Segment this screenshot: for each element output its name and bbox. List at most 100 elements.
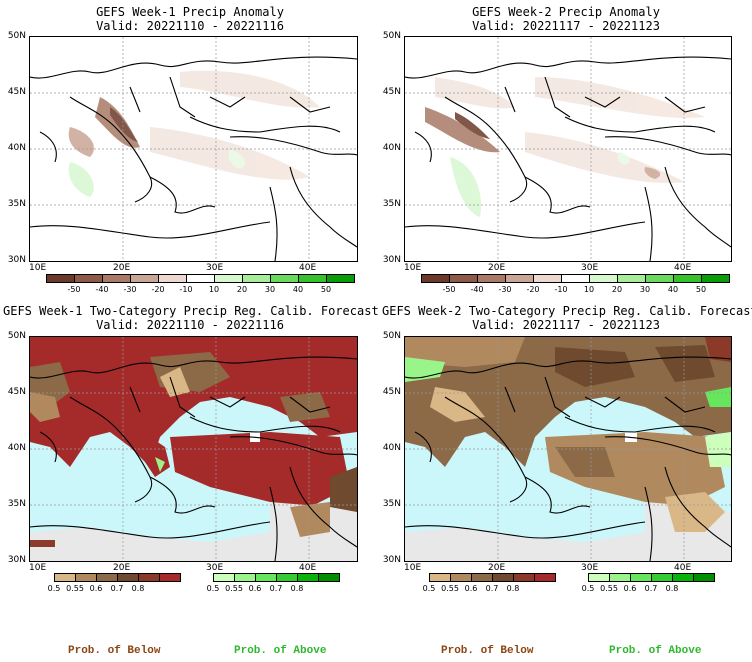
panel3-lon-20e: 20E: [113, 563, 131, 573]
anomaly-colorbar-swatch: [589, 274, 618, 283]
panel3-lat-40n: 40N: [7, 443, 26, 453]
prob-below-colorbar-tick: 0.5: [47, 584, 61, 593]
panel1-lon-10e: 10E: [29, 263, 47, 273]
anomaly-colorbar-swatch: [617, 274, 646, 283]
panel3-valid: Valid: 20221110 - 20221116: [96, 318, 284, 332]
panel2-lon-40e: 40E: [674, 263, 692, 273]
panel3-lat-50n: 50N: [7, 331, 26, 341]
prob-below-colorbar-tick: 0.8: [506, 584, 520, 593]
panel2-lat-50n: 50N: [382, 31, 401, 41]
prob-above-colorbar-swatch: [693, 573, 715, 582]
prob-below-colorbar-swatch: [471, 573, 493, 582]
anomaly-colorbar-swatch: [326, 274, 355, 283]
panel3-probability-map: [29, 336, 358, 562]
panel1-lon-20e: 20E: [113, 263, 131, 273]
prob-below-colorbar-tick: 0.6: [89, 584, 103, 593]
anomaly-colorbar-swatch: [477, 274, 506, 283]
prob-below-colorbar-swatch: [429, 573, 451, 582]
anomaly-colorbar-swatch: [130, 274, 159, 283]
prob-below-colorbar-swatch: [54, 573, 76, 582]
anomaly-colorbar-tick: -30: [498, 285, 512, 294]
anomaly-colorbar-swatch: [242, 274, 271, 283]
prob-below-colorbar-tick: 0.7: [110, 584, 124, 593]
anomaly-colorbar-swatch: [561, 274, 590, 283]
prob-above-colorbar-swatch: [276, 573, 298, 582]
panel3-lat-45n: 45N: [7, 387, 26, 397]
anomaly-colorbar-tick: 20: [611, 285, 623, 294]
anomaly-colorbar-tick: -10: [179, 285, 193, 294]
panel3-lon-10e: 10E: [29, 563, 47, 573]
anomaly-colorbar-swatch: [505, 274, 534, 283]
panel4-valid: Valid: 20221117 - 20221123: [472, 318, 660, 332]
panel1-anomaly-map: [29, 36, 358, 262]
anomaly-colorbar-tick: -40: [470, 285, 484, 294]
prob-above-colorbar-swatch: [609, 573, 631, 582]
prob-above-colorbar-swatch: [297, 573, 319, 582]
prob-below-colorbar-swatch: [492, 573, 514, 582]
prob-above-colorbar-swatch: [234, 573, 256, 582]
prob-above-colorbar-swatch: [213, 573, 235, 582]
panel3-title: GEFS Week-1 Two-Category Precip Reg. Cal…: [3, 304, 379, 318]
prob-above-colorbar-swatch: [672, 573, 694, 582]
prob-below-colorbar-swatch: [513, 573, 535, 582]
panel2-anomaly-map: [404, 36, 732, 262]
prob-above-colorbar-swatch: [318, 573, 340, 582]
panel4-below-colorbar: 0.5 0.55 0.6 0.7 0.8: [423, 573, 557, 595]
prob-below-colorbar-swatch: [75, 573, 97, 582]
prob-below-colorbar-tick: 0.8: [131, 584, 145, 593]
prob-below-colorbar-swatch: [96, 573, 118, 582]
anomaly-colorbar-swatch: [701, 274, 730, 283]
panel4-lat-30n: 30N: [382, 555, 401, 565]
panel1-lat-30n: 30N: [7, 255, 26, 265]
anomaly-colorbar-tick: 10: [208, 285, 220, 294]
panel2-valid: Valid: 20221117 - 20221123: [472, 19, 660, 33]
panel3-lon-30e: 30E: [206, 563, 224, 573]
anomaly-colorbar-swatch: [533, 274, 562, 283]
panel4-lat-45n: 45N: [382, 387, 401, 397]
anomaly-colorbar-tick: 40: [667, 285, 679, 294]
anomaly-colorbar-tick: 20: [236, 285, 248, 294]
prob-below-colorbar-tick: 0.6: [464, 584, 478, 593]
prob-above-colorbar-tick: 0.5: [206, 584, 220, 593]
anomaly-colorbar-swatch: [270, 274, 299, 283]
anomaly-colorbar-tick: 30: [639, 285, 651, 294]
anomaly-colorbar-tick: 30: [264, 285, 276, 294]
anomaly-colorbar-swatch: [158, 274, 187, 283]
panel2-lat-30n: 30N: [382, 255, 401, 265]
panel4-title: GEFS Week-2 Two-Category Precip Reg. Cal…: [382, 304, 752, 318]
prob-above-colorbar-tick: 0.7: [644, 584, 658, 593]
panel1-lat-50n: 50N: [7, 31, 26, 41]
anomaly-colorbar-swatch: [673, 274, 702, 283]
prob-above-caption-right: Prob. of Above: [609, 645, 702, 657]
anomaly-colorbar-swatch: [46, 274, 75, 283]
prob-above-colorbar-swatch: [588, 573, 610, 582]
panel1-lat-45n: 45N: [7, 87, 26, 97]
panel3-lon-40e: 40E: [299, 563, 317, 573]
panel2-lon-10e: 10E: [404, 263, 422, 273]
anomaly-colorbar-tick: 50: [320, 285, 332, 294]
prob-above-colorbar-swatch: [255, 573, 277, 582]
anomaly-colorbar-swatch: [74, 274, 103, 283]
anomaly-colorbar-tick: -20: [151, 285, 165, 294]
prob-below-colorbar-tick: 0.55: [66, 584, 84, 593]
panel2-lon-20e: 20E: [488, 263, 506, 273]
panel2-lat-45n: 45N: [382, 87, 401, 97]
panel1-title: GEFS Week-1 Precip Anomaly: [96, 5, 284, 19]
prob-above-colorbar-tick: 0.8: [290, 584, 304, 593]
anomaly-colorbar-tick: -10: [554, 285, 568, 294]
panel3-lat-35n: 35N: [7, 499, 26, 509]
anomaly-colorbar-tick: 10: [583, 285, 595, 294]
prob-above-colorbar-tick: 0.7: [269, 584, 283, 593]
panel1-lon-40e: 40E: [299, 263, 317, 273]
prob-below-colorbar-swatch: [159, 573, 181, 582]
prob-below-colorbar-swatch: [117, 573, 139, 582]
anomaly-colorbar-swatch: [102, 274, 131, 283]
prob-below-caption-right: Prob. of Below: [441, 645, 534, 657]
anomaly-colorbar-swatch: [214, 274, 243, 283]
prob-above-colorbar-swatch: [651, 573, 673, 582]
panel2-lat-40n: 40N: [382, 143, 401, 153]
panel4-lat-35n: 35N: [382, 499, 401, 509]
panel4-lon-30e: 30E: [581, 563, 599, 573]
panel4-lon-40e: 40E: [674, 563, 692, 573]
anomaly-colorbar-swatch: [645, 274, 674, 283]
